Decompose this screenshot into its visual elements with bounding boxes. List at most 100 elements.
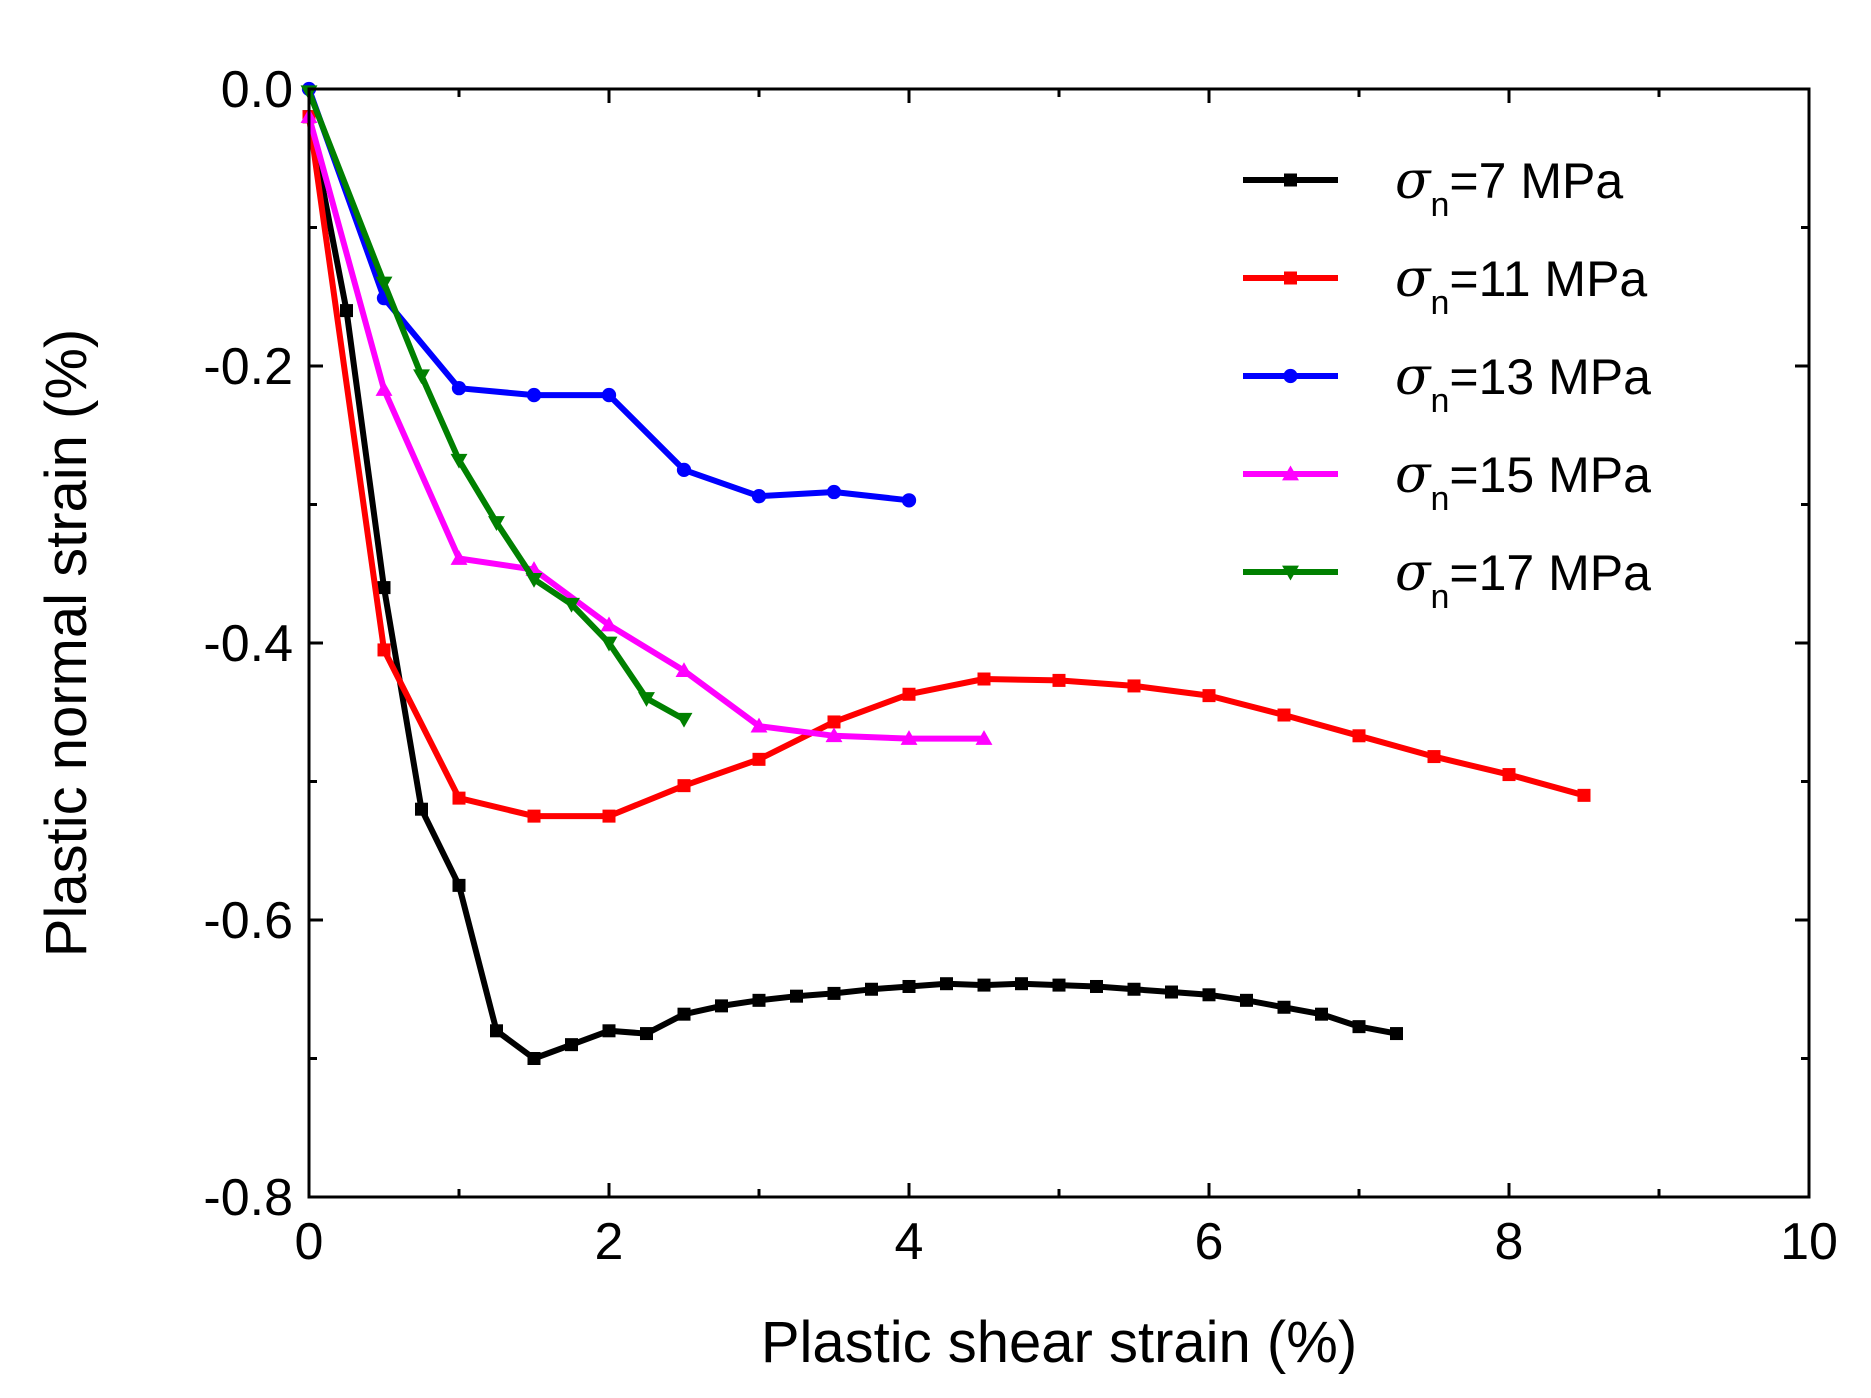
data-point [1090, 979, 1103, 993]
legend-value: =11 MPa [1449, 251, 1647, 307]
data-point [1427, 750, 1441, 764]
data-point [752, 993, 766, 1007]
x-tick-label: 0 [295, 1213, 324, 1271]
legend-subscript: n [1431, 186, 1450, 224]
legend-value: =17 MPa [1449, 545, 1651, 601]
data-point [638, 692, 655, 707]
legend-subscript: n [1431, 480, 1450, 518]
data-point [525, 572, 543, 588]
data-point [1277, 708, 1291, 722]
data-point [451, 381, 467, 396]
data-point [750, 717, 768, 733]
data-point [752, 752, 766, 766]
legend-label: σn=17 MPa [1395, 543, 1651, 616]
data-point [340, 304, 353, 318]
legend-sigma: σ [1395, 347, 1432, 407]
legend-sigma: σ [1395, 445, 1432, 505]
data-point [563, 597, 580, 613]
y-tick-label: -0.2 [203, 338, 293, 396]
legend-value: =7 MPa [1449, 153, 1623, 209]
data-point [1127, 982, 1141, 996]
legend-label: σn=15 MPa [1395, 445, 1651, 518]
legend-marker [1282, 565, 1299, 581]
data-point [677, 1007, 691, 1021]
data-point [526, 387, 542, 403]
data-point [715, 999, 728, 1013]
series-line [306, 116, 1585, 820]
x-tick-label: 4 [895, 1213, 924, 1271]
data-point [600, 616, 618, 632]
x-tick-label: 2 [595, 1213, 624, 1271]
data-point [602, 809, 616, 823]
data-point [375, 276, 393, 292]
legend-subscript: n [1431, 382, 1450, 420]
legend-marker [1282, 465, 1299, 481]
data-point [1352, 729, 1366, 743]
plot-area [300, 81, 1591, 1065]
data-point [865, 982, 878, 996]
legend-sigma: σ [1395, 543, 1432, 603]
legend-entry-3: σn=13 MPa [1243, 347, 1651, 420]
data-point [677, 779, 691, 793]
legend-sigma: σ [1395, 151, 1432, 211]
data-point [527, 1052, 541, 1065]
data-point [452, 791, 466, 805]
legend-label: σn=13 MPa [1395, 347, 1651, 420]
y-tick-label: -0.6 [203, 892, 293, 950]
legend-marker [1284, 271, 1297, 285]
legend-entry-1: σn=7 MPa [1243, 151, 1623, 224]
legend-label: σn=7 MPa [1395, 151, 1623, 224]
data-point [902, 979, 916, 993]
legend-entry-4: σn=15 MPa [1243, 445, 1651, 518]
series-5 [300, 85, 693, 728]
data-point [452, 878, 466, 892]
data-point [977, 978, 991, 992]
y-axis-title: Plastic normal strain (%) [34, 329, 99, 957]
legend-entry-5: σn=17 MPa [1243, 543, 1651, 616]
data-point [1315, 1007, 1328, 1021]
legend-sigma: σ [1395, 249, 1432, 309]
data-point [1202, 988, 1216, 1002]
data-point [902, 687, 916, 701]
data-point [1577, 788, 1591, 802]
legend-label: σn=11 MPa [1395, 249, 1647, 322]
x-tick-label: 6 [1195, 1213, 1224, 1271]
x-axis-title: Plastic shear strain (%) [761, 1310, 1357, 1375]
data-point [450, 550, 468, 565]
data-point [675, 662, 693, 678]
data-point [1052, 978, 1066, 992]
data-point [900, 730, 918, 745]
legend-subscript: n [1431, 578, 1450, 616]
data-point [1277, 1000, 1291, 1014]
series-line [306, 90, 686, 722]
data-point [1165, 985, 1178, 999]
data-point [975, 730, 993, 745]
data-point [640, 1027, 653, 1041]
legend-entry-2: σn=11 MPa [1243, 249, 1647, 322]
data-point [488, 516, 505, 531]
legend-subscript: n [1431, 284, 1450, 322]
x-tick-label: 10 [1780, 1213, 1838, 1271]
data-point [826, 484, 842, 500]
data-point [1390, 1027, 1403, 1041]
data-point [415, 802, 428, 816]
data-point [676, 462, 692, 478]
data-point [602, 1024, 616, 1038]
data-point [1015, 977, 1028, 991]
axes: 0 2 4 6 8 10 0.0 -0.2 -0.4 -0.6 -0.8 Plastic shear … [34, 61, 1838, 1375]
legend-marker [1284, 173, 1297, 187]
data-point [1352, 1020, 1366, 1034]
data-point [901, 493, 917, 508]
legend-marker [1283, 368, 1298, 384]
data-point [450, 453, 468, 469]
data-point [827, 715, 841, 729]
series-4 [300, 108, 993, 745]
y-tick-label: -0.4 [203, 615, 293, 673]
data-point [827, 986, 841, 1000]
data-point [377, 643, 391, 657]
data-point [1127, 679, 1141, 693]
data-point [675, 712, 693, 728]
data-point [790, 989, 803, 1003]
